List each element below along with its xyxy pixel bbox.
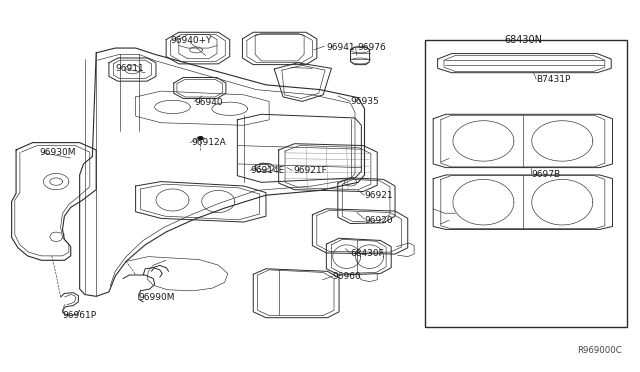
Text: 68430N: 68430N <box>504 35 542 45</box>
Text: 96921F: 96921F <box>293 166 327 175</box>
Text: 96911: 96911 <box>115 64 144 73</box>
Text: 96976: 96976 <box>357 43 386 52</box>
Text: 96920: 96920 <box>365 216 393 225</box>
Text: 96912A: 96912A <box>191 138 227 147</box>
Text: 96935: 96935 <box>351 97 380 106</box>
Bar <box>425 40 627 327</box>
Text: 96960: 96960 <box>333 272 362 280</box>
Text: B7431P: B7431P <box>536 75 570 84</box>
Text: 96921: 96921 <box>365 191 393 200</box>
Text: R969000C: R969000C <box>577 346 622 355</box>
Text: 9697B: 9697B <box>531 170 560 179</box>
Text: 96990M: 96990M <box>139 293 175 302</box>
Text: 96941: 96941 <box>326 43 355 52</box>
Text: 96961P: 96961P <box>63 311 97 320</box>
Text: 68430F: 68430F <box>351 249 384 258</box>
Text: 96930M: 96930M <box>39 148 76 157</box>
Circle shape <box>198 137 203 140</box>
Text: 96940: 96940 <box>194 98 223 108</box>
Text: 96940+Y: 96940+Y <box>171 36 212 45</box>
Text: 96914E: 96914E <box>250 166 284 175</box>
